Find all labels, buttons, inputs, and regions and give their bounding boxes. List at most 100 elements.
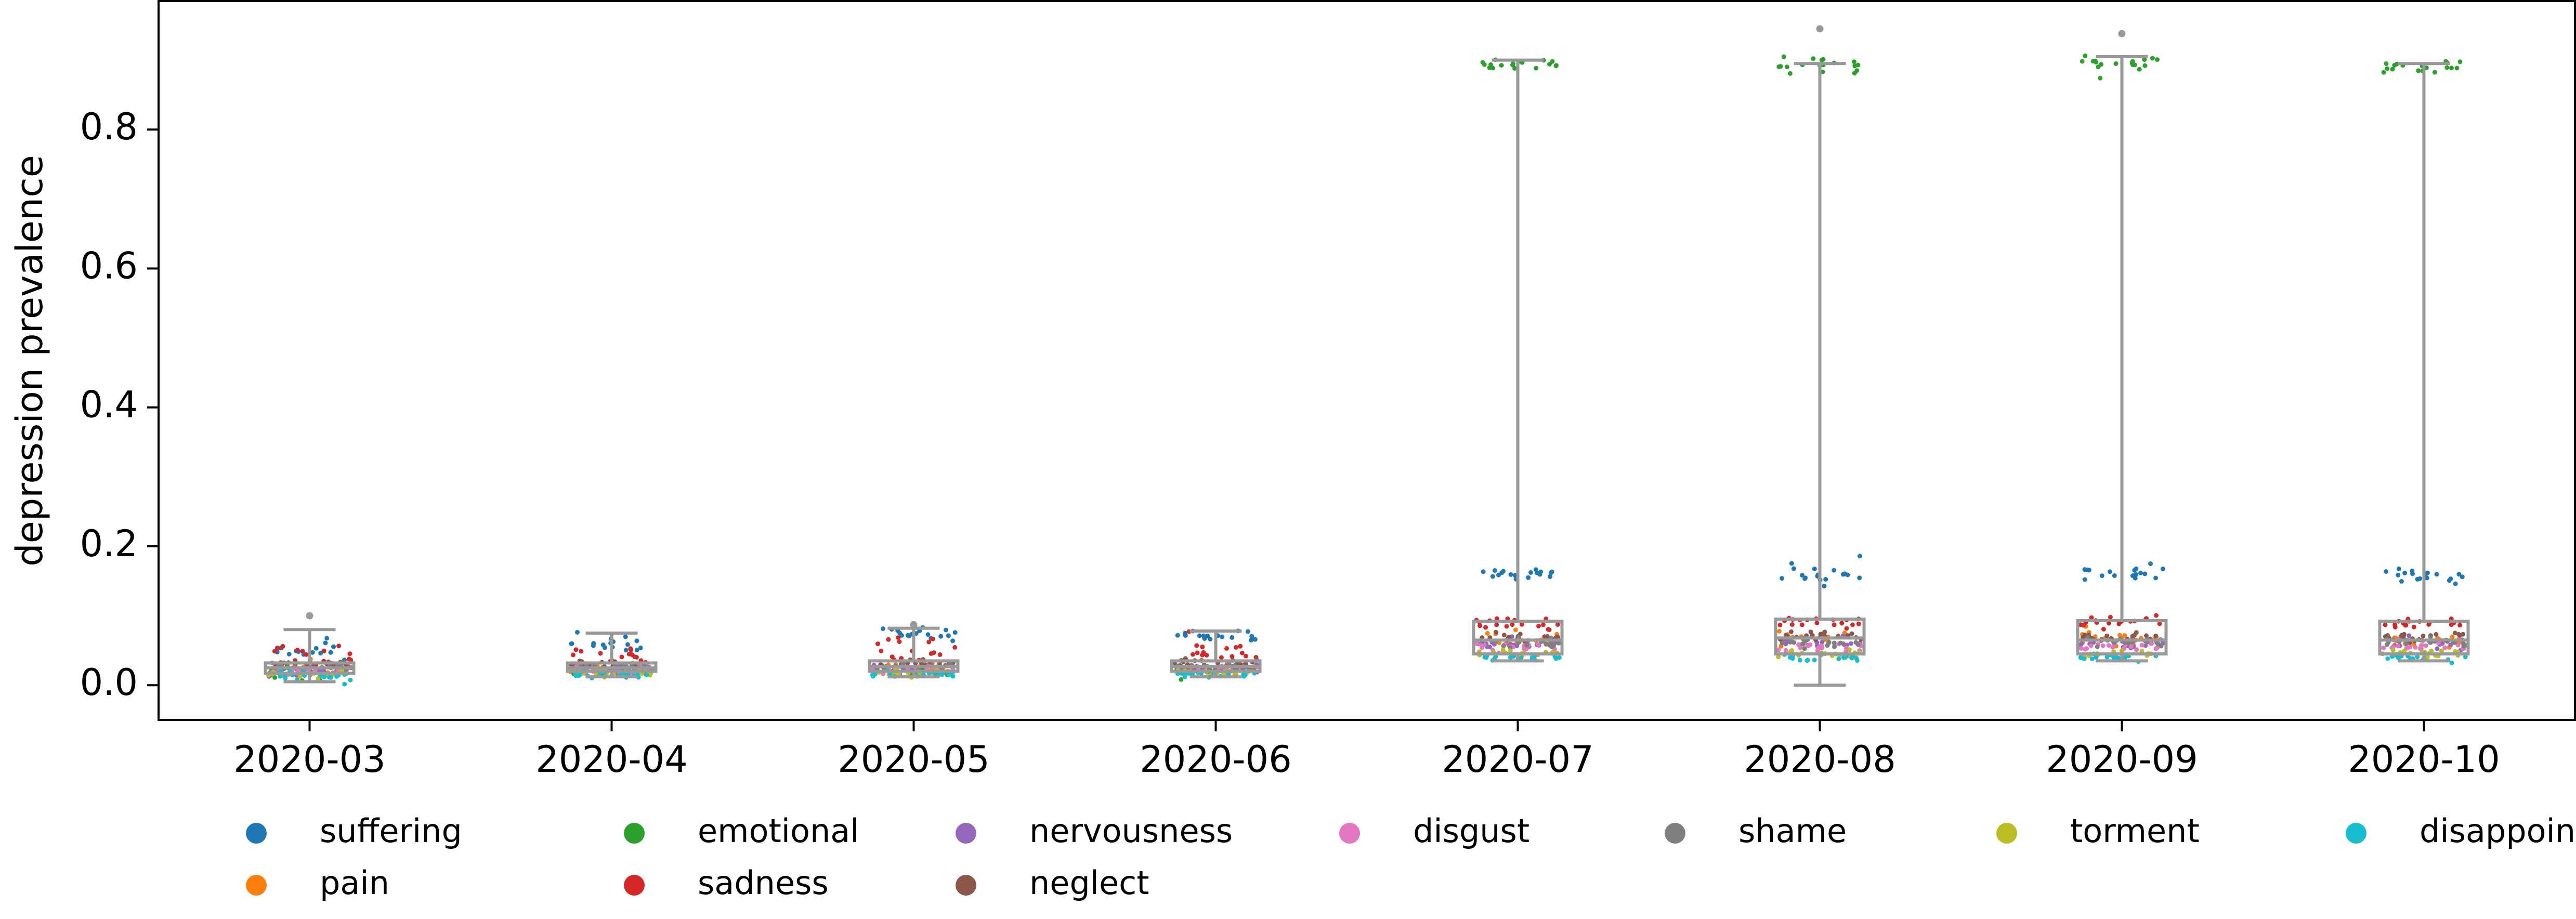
- strip-point-neglect: [2104, 633, 2110, 638]
- strip-point-emotional: [1499, 63, 1504, 68]
- strip-point-disgust: [1536, 642, 1541, 647]
- strip-point-sadness: [2116, 621, 2122, 626]
- strip-point-emotional: [1784, 64, 1789, 70]
- box-outlier: [910, 621, 918, 628]
- strip-point-disappointment: [2449, 660, 2454, 665]
- strip-point-sadness: [336, 644, 342, 649]
- strip-point-suffering: [1175, 633, 1180, 638]
- strip-point-suffering: [2138, 570, 2143, 575]
- y-tick-label: 0.2: [80, 522, 138, 565]
- strip-point-suffering: [310, 650, 315, 655]
- strip-point-neglect: [1822, 629, 1827, 635]
- legend-label-disappointment: disappointment: [2420, 812, 2576, 850]
- strip-point-torment: [2402, 648, 2407, 653]
- box-outlier: [1816, 25, 1824, 33]
- strip-point-disgust: [2153, 646, 2159, 651]
- strip-point-disappointment: [348, 677, 353, 682]
- strip-point-emotional: [2449, 65, 2454, 71]
- strip-point-suffering: [1832, 568, 1837, 573]
- strip-point-sadness: [321, 649, 326, 653]
- strip-point-disappointment: [1812, 658, 1817, 663]
- strip-point-nervousness: [1514, 644, 1520, 649]
- strip-point-suffering: [2453, 581, 2458, 586]
- strip-point-suffering: [2153, 575, 2158, 581]
- strip-point-disappointment: [2385, 656, 2390, 661]
- legend-label-torment: torment: [2070, 812, 2200, 850]
- strip-point-emotional: [2142, 63, 2148, 68]
- legend-label-sadness: sadness: [698, 864, 829, 902]
- strip-point-neglect: [2153, 634, 2159, 638]
- strip-point-sadness: [879, 648, 884, 653]
- legend-marker-disgust: [1339, 823, 1360, 844]
- box-iqr: [2076, 619, 2168, 656]
- strip-point-sadness: [1839, 621, 1845, 626]
- strip-point-sadness: [1244, 653, 1248, 659]
- x-tick-label: 2020-07: [1442, 738, 1593, 781]
- strip-point-pain: [2450, 635, 2455, 639]
- x-tick-label: 2020-03: [233, 738, 385, 781]
- box-outlier: [2118, 30, 2126, 37]
- strip-point-suffering: [575, 629, 580, 635]
- strip-point-sadness: [1201, 650, 1206, 655]
- strip-point-sadness: [929, 651, 934, 656]
- strip-point-sadness: [295, 648, 300, 652]
- strip-point-suffering: [328, 650, 333, 655]
- legend-marker-shame: [1665, 823, 1685, 844]
- legend-marker-suffering: [246, 823, 267, 844]
- strip-point-suffering: [323, 640, 328, 646]
- strip-point-emotional: [2083, 53, 2088, 58]
- strip-point-disappointment: [1836, 657, 1841, 661]
- strip-point-suffering: [1230, 635, 1235, 640]
- strip-point-suffering: [1250, 636, 1254, 641]
- strip-point-emotional: [1852, 63, 1858, 69]
- strip-point-suffering: [2410, 571, 2415, 576]
- strip-point-disappointment: [342, 681, 347, 687]
- strip-point-suffering: [897, 631, 902, 636]
- strip-point-emotional: [1787, 71, 1793, 76]
- strip-point-disgust: [2134, 647, 2139, 652]
- strip-point-torment: [297, 674, 303, 679]
- strip-point-disgust: [2395, 644, 2400, 649]
- strip-point-suffering: [2133, 575, 2138, 581]
- strip-point-suffering: [1182, 631, 1187, 636]
- strip-point-shame: [1549, 644, 1554, 649]
- strip-point-pain: [1513, 627, 1518, 633]
- strip-point-shame: [2085, 635, 2090, 640]
- strip-point-disappointment: [283, 676, 288, 681]
- strip-point-shame: [1826, 640, 1832, 645]
- strip-point-sadness: [347, 651, 352, 657]
- strip-point-suffering: [952, 630, 958, 635]
- strip-point-sadness: [2403, 623, 2409, 628]
- plot-frame: [158, 0, 2576, 721]
- strip-point-suffering: [2132, 568, 2137, 573]
- strip-point-suffering: [1549, 569, 1554, 574]
- legend-marker-pain: [246, 875, 267, 896]
- strip-point-shame: [2095, 644, 2100, 649]
- strip-point-sadness: [619, 654, 624, 660]
- strip-point-shame: [2463, 642, 2468, 648]
- strip-point-disgust: [2455, 642, 2461, 648]
- box-plots: [264, 25, 2470, 687]
- strip-point-sadness: [1191, 652, 1195, 657]
- strip-point-suffering: [2086, 568, 2091, 573]
- strip-point-disgust: [2100, 643, 2106, 648]
- strip-point-suffering: [1220, 634, 1225, 639]
- strip-point-suffering: [623, 634, 628, 639]
- strip-point-emotional: [2129, 60, 2135, 65]
- strip-point-suffering: [880, 626, 885, 631]
- strip-point-suffering: [1501, 569, 1506, 574]
- strip-point-suffering: [2417, 576, 2423, 581]
- strip-point-emotional: [272, 675, 278, 680]
- strip-point-disappointment: [1790, 656, 1795, 661]
- strip-point-shame: [1780, 640, 1785, 646]
- strip-point-sadness: [628, 646, 633, 651]
- legend: suffering emotional nervousness disgust sham…: [246, 812, 2576, 902]
- strip-point-suffering: [331, 644, 336, 649]
- strip-point-emotional: [1487, 65, 1492, 70]
- strip-point-disgust: [1815, 648, 1820, 653]
- strip-point-suffering: [1537, 572, 1542, 577]
- strip-point-suffering: [1528, 570, 1533, 575]
- strip-point-disappointment: [1804, 658, 1810, 663]
- strip-point-sadness: [1200, 645, 1205, 649]
- strip-point-torment: [2390, 647, 2396, 652]
